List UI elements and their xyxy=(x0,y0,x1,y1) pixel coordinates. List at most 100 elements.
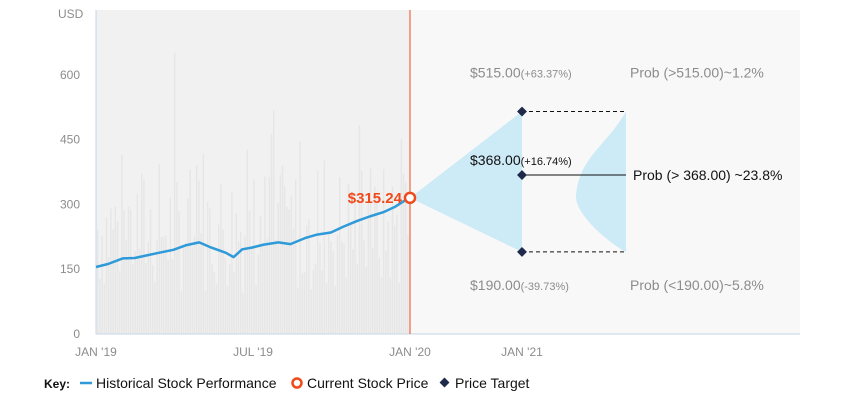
volume-bar xyxy=(323,160,325,334)
volume-bar xyxy=(354,198,356,334)
legend-key-label: Key: xyxy=(44,377,70,391)
volume-bar xyxy=(196,165,198,334)
volume-bar xyxy=(112,229,114,334)
current-price-label: $315.24 xyxy=(348,190,403,207)
y-tick-label: 0 xyxy=(73,327,80,341)
volume-bar xyxy=(295,179,297,334)
x-tick-label: JUL '19 xyxy=(233,345,273,359)
volume-bar xyxy=(334,286,336,334)
x-tick-label: JAN '21 xyxy=(501,345,543,359)
volume-bar xyxy=(303,272,306,334)
volume-bar xyxy=(229,264,231,334)
volume-bar xyxy=(101,236,103,334)
volume-bar xyxy=(369,168,372,334)
volume-bar xyxy=(127,206,130,334)
current-price-marker xyxy=(403,191,417,205)
volume-bar xyxy=(378,258,380,334)
x-tick-labels: JAN '19 JUL '19 JAN '20 JAN '21 xyxy=(75,345,543,359)
x-tick-label: JAN '19 xyxy=(75,345,117,359)
volume-bar xyxy=(352,249,354,334)
volume-bar xyxy=(237,241,240,334)
y-tick-labels: 0 150 300 450 600 xyxy=(60,68,80,341)
volume-bar xyxy=(400,139,402,334)
price-target-marker xyxy=(517,246,527,257)
volume-bar xyxy=(185,242,187,334)
volume-bar xyxy=(242,292,244,334)
volume-bar xyxy=(332,251,334,334)
y-tick-label: 300 xyxy=(60,197,80,211)
volume-bar xyxy=(187,198,189,334)
volume-bar xyxy=(279,175,281,334)
volume-bar xyxy=(198,180,200,334)
legend-current-swatch xyxy=(291,377,303,389)
legend-target-label: Price Target xyxy=(455,375,530,391)
price-target-marker xyxy=(517,106,527,117)
volume-bar xyxy=(149,209,152,334)
volume-bar xyxy=(321,270,323,334)
volume-bar xyxy=(343,243,345,334)
volume-bar xyxy=(213,272,215,334)
volume-bar xyxy=(270,134,273,334)
historical-performance-line xyxy=(95,196,410,269)
volume-bar xyxy=(255,285,257,334)
volume-bar xyxy=(292,228,295,334)
volume-bar xyxy=(200,233,202,334)
volume-bar xyxy=(180,290,182,334)
volume-bar xyxy=(99,279,101,334)
price-targets: $515.00(+63.37%) Prob (>515.00)~1.2% $368.… xyxy=(470,65,782,293)
volume-bar xyxy=(374,186,376,334)
volume-bar xyxy=(288,209,290,334)
volume-bar xyxy=(310,289,312,334)
volume-bar xyxy=(244,235,246,334)
volume-bar xyxy=(141,173,143,334)
volume-bar xyxy=(136,193,138,334)
volume-bar xyxy=(130,209,132,334)
volume-bar xyxy=(191,247,193,334)
volume-bar xyxy=(204,290,207,334)
x-tick-label: JAN '20 xyxy=(389,345,431,359)
volume-bar xyxy=(376,191,378,334)
volume-bar xyxy=(308,219,310,334)
volume-bar xyxy=(145,263,147,334)
volume-bar xyxy=(123,209,125,334)
volume-bar xyxy=(284,186,286,334)
volume-bar xyxy=(266,239,268,334)
volume-bar xyxy=(189,169,191,334)
volume-bar xyxy=(235,212,237,334)
volume-bar xyxy=(167,259,169,334)
volume-bar xyxy=(251,247,253,334)
volume-bar xyxy=(275,240,277,334)
probability-label: Prob (>515.00)~1.2% xyxy=(630,65,764,81)
legend-target-swatch xyxy=(439,377,450,388)
volume-bar xyxy=(350,224,352,334)
volume-bar xyxy=(385,250,387,334)
probability-label: Prob (<190.00)~5.8% xyxy=(630,277,764,293)
volume-bar xyxy=(182,247,185,334)
volume-bar xyxy=(97,230,99,334)
volume-bar xyxy=(163,237,165,334)
volume-bar xyxy=(134,251,136,334)
volume-bar xyxy=(367,199,369,334)
y-tick-label: 150 xyxy=(60,262,80,276)
volume-bar xyxy=(402,173,405,334)
volume-bar xyxy=(138,248,141,334)
volume-bar xyxy=(264,176,266,334)
volume-bar xyxy=(328,231,330,334)
volume-bar xyxy=(372,248,374,334)
volume-bar xyxy=(336,234,339,334)
volume-bar xyxy=(103,283,105,334)
volume-bar xyxy=(299,141,301,334)
volume-bar xyxy=(306,225,308,334)
volume-bar xyxy=(178,210,180,334)
volume-bar xyxy=(396,214,398,334)
forecast-cone xyxy=(410,111,522,252)
volume-bar xyxy=(222,229,224,334)
probability-label: Prob (> 368.00) ~23.8% xyxy=(633,167,782,183)
volume-bar xyxy=(405,181,407,334)
volume-bar xyxy=(215,283,218,334)
volume-bar xyxy=(119,271,121,334)
volume-bar xyxy=(211,264,213,334)
volume-bar xyxy=(277,202,279,334)
volume-bar xyxy=(121,155,123,334)
volume-bar xyxy=(363,240,365,334)
